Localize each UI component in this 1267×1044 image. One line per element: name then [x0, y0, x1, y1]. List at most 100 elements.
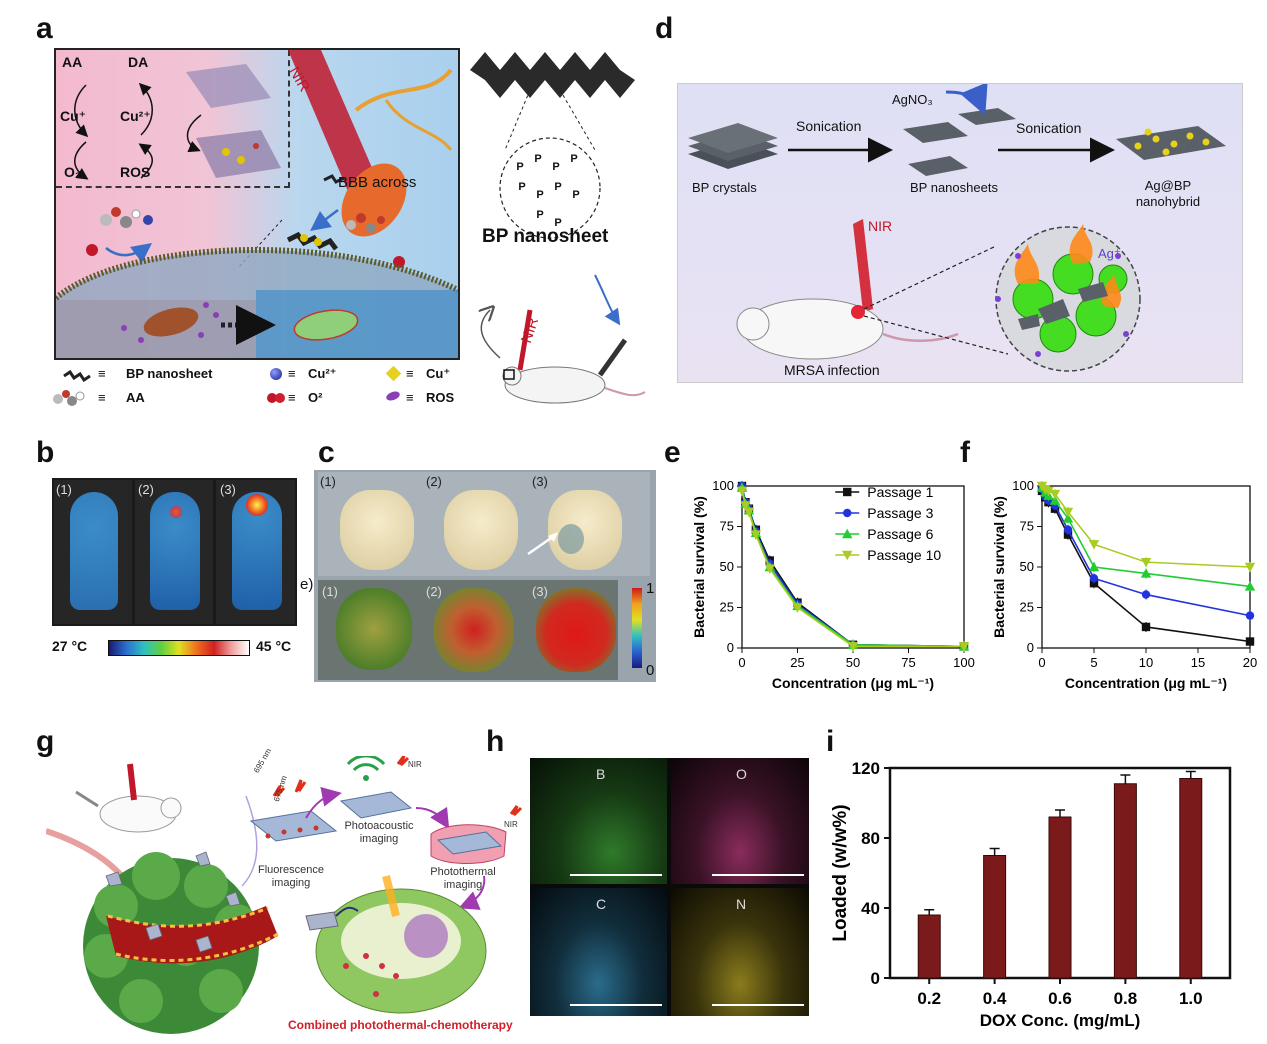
legend-aa-sym: ≡: [98, 390, 106, 405]
sonication-label-2: Sonication: [1016, 120, 1082, 136]
p-atom: P: [554, 181, 561, 193]
photoacoustic-label-2: imaging: [359, 833, 399, 845]
panel-label-b: b: [36, 436, 55, 469]
panel-f-chart: 0 5 10 15 20 0 25 50 75 100 Concentration (μg mL⁻¹…: [991, 478, 1257, 691]
image-number: (1): [322, 584, 338, 599]
element-label-c: C: [596, 896, 607, 912]
p-atom: P: [572, 189, 579, 201]
reaction-inset: [56, 50, 290, 188]
panel-e-chart: 0 25 50 75 100 0 25 50 75 100 Concentration (μg mL…: [691, 478, 975, 691]
y-axis-title: Bacterial survival (%): [991, 496, 1007, 638]
fluorescence-colorbar: [632, 588, 642, 668]
combined-therapy-label: Combined photothermal-chemotherapy: [288, 1018, 513, 1032]
data-point: [1244, 581, 1256, 591]
data-point: [750, 530, 762, 540]
bar: [983, 855, 1007, 979]
photothermal-label-1: Photothermal: [430, 866, 496, 878]
y-tick-label: 25: [1020, 600, 1034, 615]
panel-label-h: h: [486, 725, 505, 758]
brain-photo-2: [444, 490, 518, 570]
bp-nanosheet-icon: [286, 231, 338, 251]
hotspot-icon: [246, 494, 268, 516]
agbp-label-2: nanohybrid: [1135, 194, 1201, 209]
temp-min-label: 27 °C: [52, 638, 88, 654]
y-tick-label: 75: [720, 519, 734, 534]
legend-o2-text: O²: [308, 390, 323, 405]
p-atom: P: [516, 161, 523, 173]
panel-a-legend: ≡ BP nanosheet ≡ Cu²⁺ ≡ Cu⁺ ≡ AA ≡ O² ≡ …: [53, 365, 462, 416]
scale-bar: [570, 874, 662, 876]
x-tick-label: 5: [1090, 655, 1097, 670]
cu-plus-label: Cu⁺: [60, 108, 87, 124]
brain-fluorescence-1: [336, 588, 412, 670]
image-number: (3): [532, 584, 548, 599]
image-number: (2): [426, 474, 442, 489]
legend-cu-sym: ≡: [406, 366, 414, 381]
map-boron: [530, 758, 667, 884]
legend-bp-text: BP nanosheet: [126, 366, 213, 381]
agno3-label: AgNO₃: [892, 92, 933, 107]
x-tick-label: 20: [1243, 655, 1257, 670]
y-tick-label: 75: [1020, 519, 1034, 534]
bar: [1179, 778, 1203, 979]
data-point: [764, 564, 775, 574]
data-point: [1141, 590, 1151, 599]
panel-i-chart: 0 40 80 120 0.2 0.4 0.6 0.8 1.0 DOX Conc. (mg/mL)…: [830, 759, 1232, 1030]
legend-cu2-sym: ≡: [288, 366, 296, 381]
y-tick-label: 100: [1012, 478, 1034, 493]
data-point: [743, 507, 755, 518]
legend-aa-text: AA: [126, 390, 145, 405]
x-tick-label: 50: [846, 655, 860, 670]
damaged-mitochondrion-icon: [143, 307, 199, 337]
aa-icon: [52, 388, 92, 408]
o2-icon: [266, 391, 286, 403]
y-axis-title: Loaded (w/w%): [830, 804, 851, 941]
bp-sheet-3d-icon: [470, 52, 635, 98]
bp-crystals-label: BP crystals: [692, 180, 757, 195]
y-tick-label: 40: [861, 899, 880, 918]
nir-label-d: NIR: [868, 218, 893, 234]
bar: [917, 914, 941, 979]
sonication-label-1: Sonication: [796, 118, 862, 134]
graphene-sheet-icon: [186, 64, 281, 178]
image-number: (1): [320, 474, 336, 489]
bar: [1048, 816, 1072, 979]
sub-label-e: e): [300, 576, 314, 593]
healthy-mitochondrion-icon: [293, 309, 359, 341]
x-tick-label: 15: [1191, 655, 1205, 670]
p-atom: P: [570, 153, 577, 165]
panel-b-thermal-images: (1) (2) (3): [52, 478, 297, 626]
p-atom: P: [534, 153, 541, 165]
y-tick-label: 120: [852, 759, 880, 778]
data-point: [1088, 540, 1100, 550]
data-point: [1244, 562, 1256, 573]
p-atom: P: [518, 181, 525, 193]
data-point: [1043, 486, 1054, 497]
y-tick-label: 0: [1027, 640, 1034, 655]
brain-fluorescence-3: [536, 588, 616, 672]
map-nitrogen: [671, 888, 809, 1016]
ros-label: ROS: [120, 164, 151, 180]
panel-h-element-maps: B O C N: [530, 758, 809, 1016]
agbp-label-1: Ag@BP: [1144, 178, 1192, 193]
lightning-icon: [272, 785, 286, 797]
flame-icon: [1014, 224, 1122, 308]
x-tick-label: 0: [738, 655, 745, 670]
photoacoustic-label-1: Photoacoustic: [344, 820, 414, 832]
scale-bar: [712, 1004, 804, 1006]
o2-molecule-icon: [86, 244, 98, 256]
x-tick-label: 25: [790, 655, 804, 670]
aa-label: AA: [62, 54, 83, 70]
legend-entry: Passage 1: [867, 484, 933, 500]
p-atom: P: [536, 209, 543, 221]
mouse-thermal-1: [70, 492, 118, 610]
map-carbon: [530, 888, 667, 1016]
y-tick-label: 0: [727, 640, 734, 655]
y-axis-title: Bacterial survival (%): [691, 496, 707, 638]
data-point: [1062, 507, 1074, 518]
x-axis-title: DOX Conc. (mg/mL): [980, 1011, 1141, 1030]
brain-fluorescence-2: [434, 588, 514, 672]
bp-nanosheets-icon: [903, 108, 1016, 176]
data-point: [740, 501, 751, 511]
panel-c-brain-images: (1) (2) (3) (1) (2) (3): [314, 470, 656, 682]
